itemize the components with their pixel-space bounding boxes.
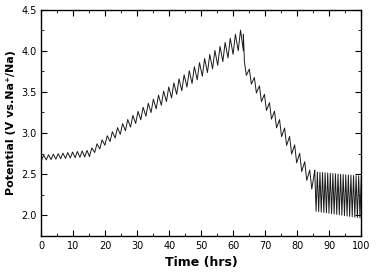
X-axis label: Time (hrs): Time (hrs) <box>165 257 238 269</box>
Y-axis label: Potential (V vs.Na⁺/Na): Potential (V vs.Na⁺/Na) <box>6 50 15 195</box>
